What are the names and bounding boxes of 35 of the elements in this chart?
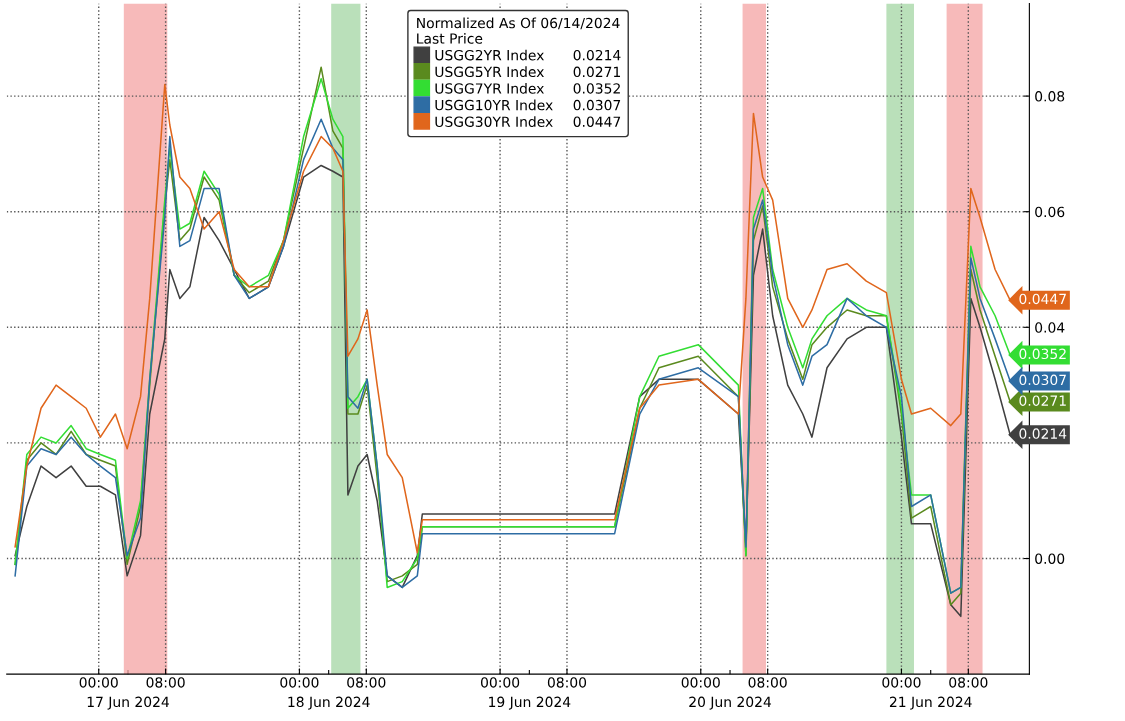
- x-tick-label: 00:00: [480, 677, 520, 688]
- y-tick-label: 0.04: [1035, 322, 1065, 333]
- x-tick-label: 00:00: [882, 677, 921, 688]
- x2-tick-label: 21 Jun 2024: [889, 696, 972, 710]
- x-tick-label: 00:00: [280, 677, 319, 688]
- x-tick-label: 00:00: [79, 677, 118, 688]
- y-tick-label: 0.06: [1035, 206, 1065, 218]
- text: 0.0271: [573, 66, 621, 78]
- y-tick-label: 0.08: [1035, 91, 1065, 102]
- legend-label: USGG7YR Index: [435, 82, 544, 94]
- legend-label: USGG2YR Index: [435, 49, 544, 61]
- x-tick-label: 08:00: [949, 677, 988, 688]
- data-label: 0.0214: [1019, 428, 1067, 439]
- y-tick-label: 0.00: [1035, 553, 1065, 564]
- legend-label: USGG30YR Index: [435, 116, 553, 127]
- text: 0.0352: [573, 83, 620, 94]
- legend-title: Normalized As Of 06/14/2024 Last Price: [417, 17, 620, 44]
- x-tick-label: 08:00: [748, 677, 787, 688]
- data-label: 0.0447: [1019, 293, 1066, 305]
- text: 0.0447: [573, 116, 621, 127]
- x2-tick-label: 19 Jun 2024: [489, 696, 571, 710]
- x2-tick-label: 17 Jun 2024: [87, 696, 169, 710]
- legend-label: USGG5YR Index: [435, 66, 544, 78]
- x-tick-label: 08:00: [547, 677, 587, 688]
- data-label: 0.0307: [1019, 374, 1066, 386]
- x-tick-label: 08:00: [146, 677, 185, 688]
- data-label: 0.0352: [1019, 348, 1066, 360]
- x2-tick-label: 18 Jun 2024: [288, 696, 370, 710]
- x-tick-label: 00:00: [681, 677, 720, 688]
- text: 0.0214: [573, 49, 621, 61]
- text: 0.0307: [573, 99, 621, 111]
- x2-tick-label: 20 Jun 2024: [689, 696, 772, 710]
- legend-label: USGG10YR Index: [435, 99, 553, 111]
- data-label: 0.0271: [1019, 395, 1066, 406]
- x-tick-label: 08:00: [347, 677, 386, 688]
